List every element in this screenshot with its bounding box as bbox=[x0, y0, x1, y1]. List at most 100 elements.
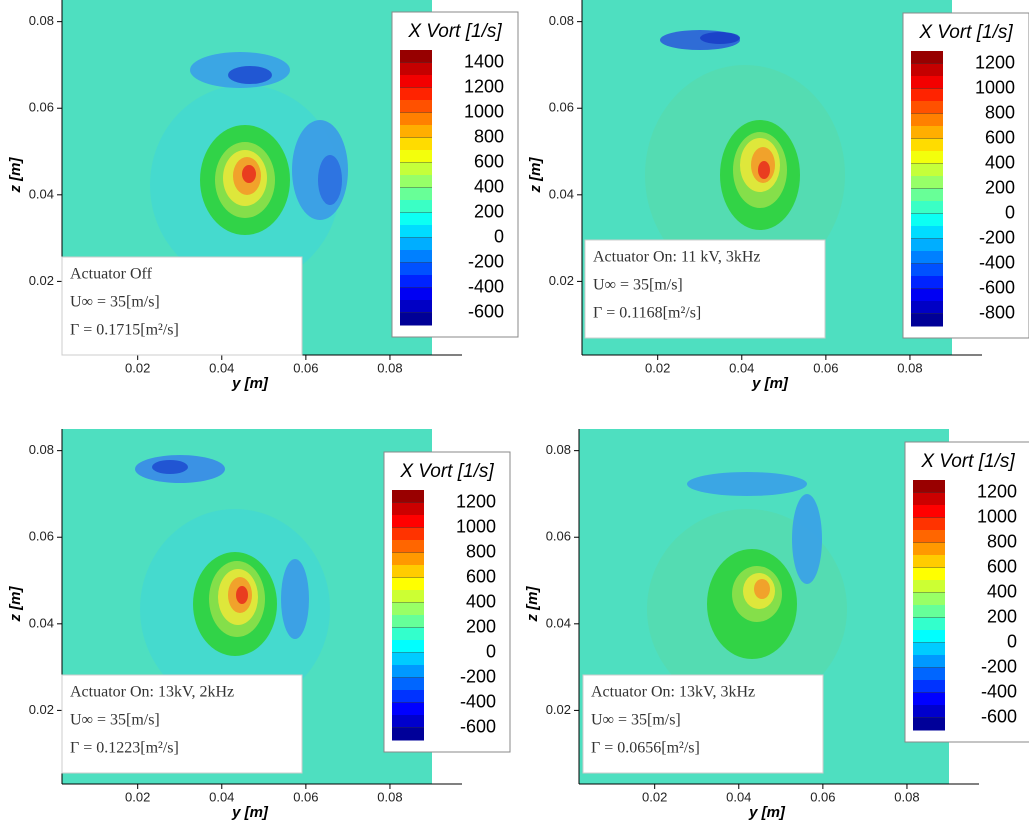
colorbar-tick-label: -400 bbox=[468, 276, 504, 296]
colorbar-tick-label: 1400 bbox=[464, 51, 504, 71]
x-tick-label: 0.06 bbox=[810, 789, 835, 804]
contour-region bbox=[754, 579, 770, 599]
colorbar-band bbox=[400, 312, 432, 326]
colorbar-band bbox=[913, 530, 945, 543]
colorbar-tick-label: -200 bbox=[981, 656, 1017, 676]
colorbar-tick-label: 0 bbox=[486, 641, 496, 661]
x-tick-label: 0.02 bbox=[125, 789, 150, 804]
colorbar-band bbox=[392, 615, 424, 628]
contour-region bbox=[242, 165, 256, 183]
annotation: U∞ = 35[m/s] bbox=[593, 277, 683, 294]
colorbar-tick-label: 1200 bbox=[977, 481, 1017, 501]
annotation-box bbox=[61, 674, 303, 774]
colorbar-band bbox=[911, 176, 943, 189]
colorbar-band bbox=[392, 690, 424, 703]
colorbar-tick-label: -400 bbox=[981, 681, 1017, 701]
colorbar-band bbox=[400, 87, 432, 101]
colorbar-tick-label: 600 bbox=[987, 556, 1017, 576]
contour-region bbox=[700, 32, 740, 44]
annotation: Γ = 0.1715[m²/s] bbox=[70, 322, 179, 339]
colorbar-band bbox=[911, 76, 943, 89]
y-axis-label: z [m] bbox=[7, 586, 24, 623]
y-tick-label: 0.08 bbox=[29, 13, 54, 28]
colorbar-band bbox=[913, 717, 945, 731]
colorbar-band bbox=[911, 201, 943, 214]
colorbar-band bbox=[911, 188, 943, 202]
annotation: Actuator Off bbox=[70, 266, 153, 283]
colorbar-band bbox=[400, 262, 432, 276]
colorbar-band bbox=[911, 251, 943, 264]
colorbar-band bbox=[400, 137, 432, 151]
colorbar-tick-label: -600 bbox=[468, 301, 504, 321]
y-tick-label: 0.04 bbox=[549, 186, 574, 201]
colorbar-band bbox=[913, 642, 945, 656]
annotation: Γ = 0.1223[m²/s] bbox=[70, 740, 179, 757]
colorbar-band bbox=[913, 567, 945, 581]
colorbar-band bbox=[911, 238, 943, 252]
colorbar-band bbox=[400, 212, 432, 226]
colorbar-tick-label: -200 bbox=[979, 227, 1015, 247]
colorbar-band bbox=[913, 505, 945, 518]
y-tick-label: 0.04 bbox=[546, 615, 571, 630]
colorbar-band bbox=[400, 62, 432, 76]
x-tick-label: 0.08 bbox=[377, 789, 402, 804]
colorbar-tick-label: -400 bbox=[979, 252, 1015, 272]
y-tick-label: 0.02 bbox=[29, 702, 54, 717]
x-tick-label: 0.04 bbox=[729, 360, 754, 375]
colorbar-band bbox=[911, 226, 943, 239]
colorbar-tick-label: 1200 bbox=[975, 52, 1015, 72]
x-axis-label: y [m] bbox=[231, 375, 269, 392]
colorbar-band bbox=[911, 151, 943, 164]
y-tick-label: 0.08 bbox=[546, 442, 571, 457]
y-axis-label: z [m] bbox=[524, 586, 541, 623]
colorbar-tick-label: 1000 bbox=[977, 506, 1017, 526]
y-tick-label: 0.02 bbox=[29, 273, 54, 288]
colorbar-tick-label: 200 bbox=[987, 606, 1017, 626]
colorbar-tick-label: 400 bbox=[474, 176, 504, 196]
annotation: U∞ = 35[m/s] bbox=[70, 712, 160, 729]
annotation-box bbox=[61, 256, 303, 356]
annotation: Γ = 0.1168[m²/s] bbox=[593, 305, 701, 322]
colorbar-band bbox=[400, 75, 432, 88]
x-axis-label: y [m] bbox=[231, 804, 269, 821]
colorbar-band bbox=[400, 225, 432, 238]
colorbar-tick-label: 1000 bbox=[975, 77, 1015, 97]
colorbar-tick-label: -600 bbox=[460, 716, 496, 736]
annotation: U∞ = 35[m/s] bbox=[591, 712, 681, 729]
colorbar-tick-label: 0 bbox=[1007, 631, 1017, 651]
colorbar-band bbox=[392, 490, 424, 503]
contour-region bbox=[281, 559, 309, 639]
colorbar-band bbox=[911, 101, 943, 114]
colorbar-tick-label: 800 bbox=[474, 126, 504, 146]
colorbar-band bbox=[913, 667, 945, 681]
colorbar-band bbox=[392, 515, 424, 528]
annotation: Actuator On: 13kV, 2kHz bbox=[70, 684, 234, 701]
colorbar-tick-label: -600 bbox=[981, 706, 1017, 726]
annotation: Actuator On: 13kV, 3kHz bbox=[591, 684, 755, 701]
annotation-box bbox=[584, 239, 826, 339]
colorbar-band bbox=[913, 580, 945, 593]
contour-region bbox=[152, 460, 188, 474]
colorbar-band bbox=[911, 288, 943, 302]
colorbar-band bbox=[911, 51, 943, 64]
colorbar-title: X Vort [1/s] bbox=[407, 21, 502, 42]
y-tick-label: 0.04 bbox=[29, 186, 54, 201]
colorbar-tick-label: 600 bbox=[466, 566, 496, 586]
colorbar-band bbox=[913, 692, 945, 706]
colorbar-band bbox=[913, 480, 945, 493]
x-tick-label: 0.02 bbox=[125, 360, 150, 375]
colorbar-band bbox=[913, 542, 945, 556]
colorbar-band bbox=[400, 200, 432, 213]
x-tick-label: 0.02 bbox=[642, 789, 667, 804]
colorbar-tick-label: 400 bbox=[466, 591, 496, 611]
colorbar-band bbox=[392, 502, 424, 516]
colorbar-tick-label: 1200 bbox=[464, 76, 504, 96]
colorbar-band bbox=[400, 125, 432, 138]
colorbar-band bbox=[392, 540, 424, 553]
x-tick-label: 0.08 bbox=[897, 360, 922, 375]
panel: 0.02 0.04 0.06 0.08 0.02 0.04 0.06 0.08 y [m] z [… bbox=[524, 429, 1029, 821]
x-tick-label: 0.06 bbox=[813, 360, 838, 375]
x-tick-label: 0.04 bbox=[209, 789, 234, 804]
colorbar-tick-label: 1000 bbox=[456, 516, 496, 536]
y-tick-label: 0.08 bbox=[29, 442, 54, 457]
